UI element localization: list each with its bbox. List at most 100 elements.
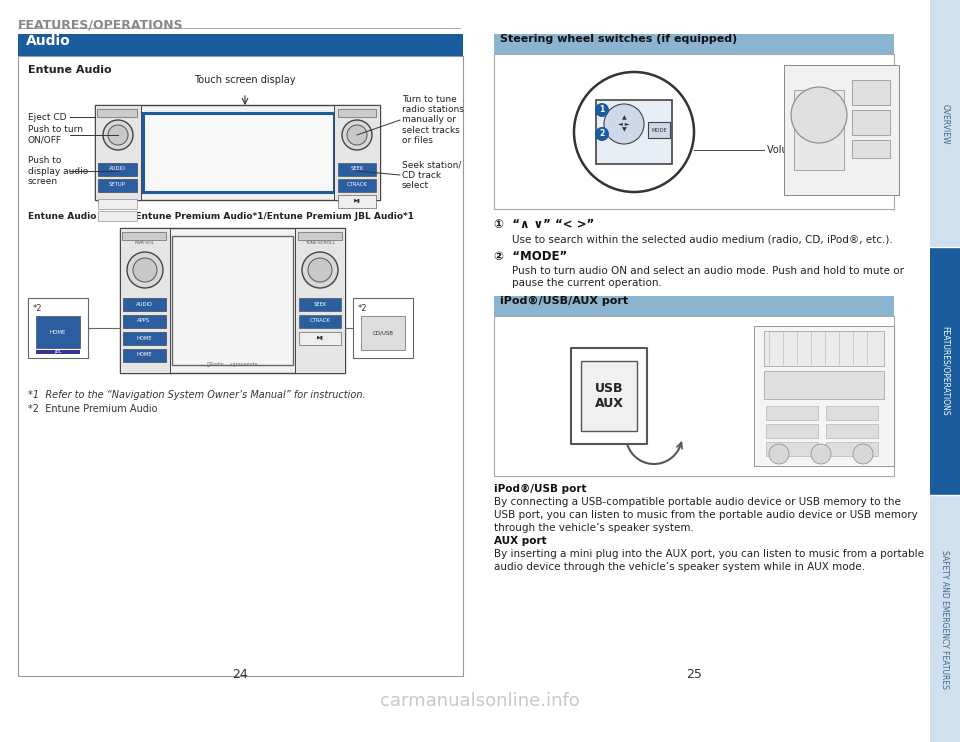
Text: SEEK: SEEK [350, 166, 364, 171]
Bar [764, 331, 884, 366]
Bar [784, 65, 899, 195]
Bar [826, 424, 878, 438]
Bar [338, 109, 376, 117]
Bar [123, 298, 166, 311]
Bar [754, 326, 894, 466]
Text: 2: 2 [599, 130, 605, 139]
Bar [123, 349, 166, 362]
Text: Push to
display audio
screen: Push to display audio screen [28, 156, 88, 186]
Text: ⓃRadio    •gracenote: ⓃRadio •gracenote [206, 362, 257, 367]
Text: 24: 24 [232, 668, 248, 681]
Bar [143, 113, 334, 192]
Text: ▶▮: ▶▮ [317, 335, 324, 341]
Bar [794, 90, 844, 170]
Bar [123, 332, 166, 345]
Bar [852, 80, 890, 105]
Text: Push to turn audio ON and select an audio mode. Push and hold to mute or
pause t: Push to turn audio ON and select an audi… [512, 266, 904, 288]
Circle shape [347, 125, 367, 145]
Text: TUNE·SCROLL: TUNE·SCROLL [305, 241, 335, 245]
Text: SAFETY AND EMERGENCY FEATURES: SAFETY AND EMERGENCY FEATURES [941, 550, 949, 689]
Text: OVERVIEW: OVERVIEW [941, 104, 949, 144]
Bar [36, 350, 80, 354]
Bar [98, 199, 137, 209]
Bar [338, 195, 376, 208]
Bar [353, 298, 413, 358]
Bar [98, 179, 137, 192]
Bar [18, 56, 463, 676]
Bar [852, 110, 890, 135]
Text: JBL: JBL [54, 349, 61, 355]
Bar [299, 315, 341, 328]
Bar [930, 495, 960, 742]
Circle shape [791, 87, 847, 143]
Text: *2: *2 [33, 304, 42, 313]
Text: *2: *2 [358, 304, 368, 313]
Bar [596, 100, 672, 164]
Bar [299, 332, 341, 345]
Bar [494, 316, 894, 476]
Text: 25: 25 [686, 668, 702, 681]
Bar [298, 232, 342, 240]
Bar [36, 316, 80, 348]
Text: *1  Refer to the “Navigation System Owner’s Manual” for instruction.: *1 Refer to the “Navigation System Owner… [28, 390, 366, 400]
Circle shape [595, 103, 609, 117]
Text: HOME: HOME [136, 352, 152, 358]
Bar [494, 34, 894, 54]
Circle shape [108, 125, 128, 145]
Text: 1: 1 [599, 105, 605, 114]
Bar [123, 315, 166, 328]
Bar [172, 236, 293, 365]
Text: FEATURES/OPERATIONS: FEATURES/OPERATIONS [18, 18, 183, 31]
Circle shape [308, 258, 332, 282]
Text: CTRACK: CTRACK [347, 183, 368, 188]
Text: MODE: MODE [651, 128, 667, 133]
Text: AUX port: AUX port [494, 536, 546, 546]
Text: Turn to tune
radio stations
manually or
select tracks
or files: Turn to tune radio stations manually or … [402, 95, 464, 145]
Text: PWR·VOL: PWR·VOL [135, 241, 155, 245]
Text: AUDIO: AUDIO [108, 166, 126, 171]
Bar [930, 0, 960, 247]
Text: HOME: HOME [50, 329, 66, 335]
Text: Audio: Audio [26, 34, 71, 48]
Text: USB
AUX: USB AUX [594, 382, 623, 410]
Circle shape [127, 252, 163, 288]
Bar [95, 105, 141, 200]
Bar [930, 247, 960, 495]
Bar [361, 316, 405, 350]
Bar [120, 228, 170, 373]
Text: ▶▮: ▶▮ [353, 199, 360, 203]
Text: Touch screen display: Touch screen display [194, 75, 296, 85]
Text: By connecting a USB-compatible portable audio device or USB memory to the
USB po: By connecting a USB-compatible portable … [494, 497, 918, 533]
Circle shape [811, 444, 831, 464]
Text: ①  “∧ ∨” “< >”: ① “∧ ∨” “< >” [494, 218, 594, 231]
Text: AUDIO: AUDIO [135, 301, 153, 306]
Bar [764, 371, 884, 399]
Text: CD/USB: CD/USB [372, 330, 394, 335]
Bar [98, 211, 137, 221]
Text: Seek station/
CD track
select: Seek station/ CD track select [402, 160, 462, 190]
Text: Eject CD: Eject CD [28, 113, 66, 122]
Bar [494, 296, 894, 316]
Bar [826, 442, 878, 456]
Circle shape [302, 252, 338, 288]
Circle shape [342, 120, 372, 150]
Circle shape [853, 444, 873, 464]
Circle shape [103, 120, 133, 150]
Text: Push to turn
ON/OFF: Push to turn ON/OFF [28, 125, 83, 145]
Bar [338, 163, 376, 176]
Bar [97, 109, 137, 117]
Bar [494, 54, 894, 209]
Bar [299, 298, 341, 311]
Text: ▲
◄ ►
▼: ▲ ◄ ► ▼ [618, 116, 630, 132]
Text: iPod®/USB port: iPod®/USB port [494, 484, 587, 494]
Circle shape [604, 104, 644, 144]
Text: Use to search within the selected audio medium (radio, CD, iPod®, etc.).: Use to search within the selected audio … [512, 234, 893, 244]
Circle shape [769, 444, 789, 464]
Bar [766, 442, 818, 456]
Bar [571, 348, 647, 444]
Text: *2  Entune Premium Audio: *2 Entune Premium Audio [28, 404, 157, 414]
Bar [338, 179, 376, 192]
Circle shape [133, 258, 157, 282]
Circle shape [595, 127, 609, 141]
Bar [766, 424, 818, 438]
